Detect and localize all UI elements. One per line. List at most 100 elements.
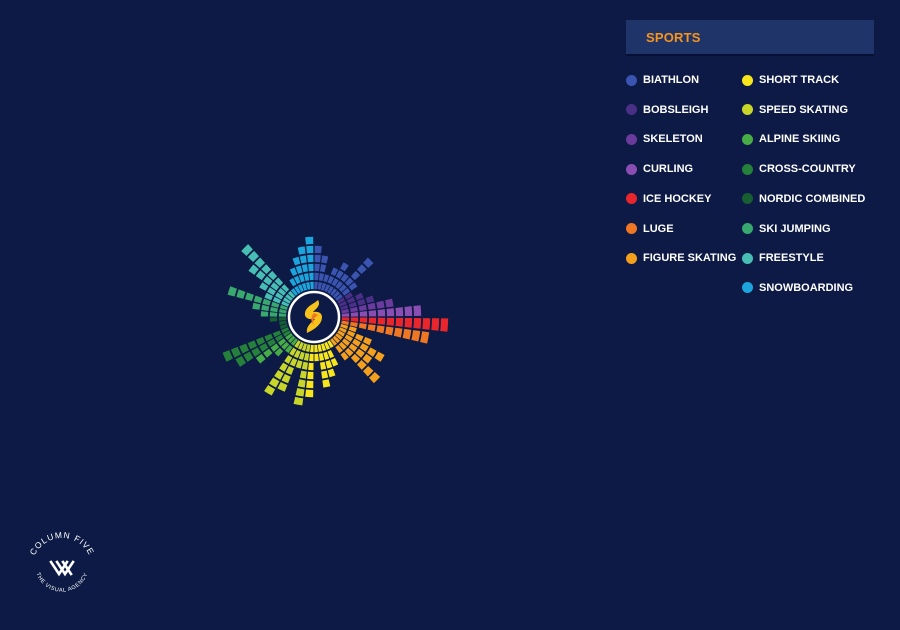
bar-segment	[348, 301, 357, 308]
bar-segment	[350, 321, 358, 328]
bar-segment	[297, 379, 306, 388]
bar-segment	[283, 330, 291, 337]
bar-segment	[318, 353, 325, 361]
bar-segment	[440, 318, 449, 332]
bar-segment	[350, 317, 359, 322]
bar-segment	[344, 347, 354, 357]
bar-segment	[278, 317, 287, 321]
bar-segment	[348, 343, 358, 352]
bar-segment	[264, 292, 274, 301]
bar-segment	[367, 324, 376, 332]
bar-segment	[289, 357, 298, 367]
legend-swatch	[626, 223, 637, 234]
bar-segment	[340, 351, 349, 361]
bar-segment	[402, 328, 412, 340]
bar-segment	[293, 275, 301, 285]
bar-segment	[323, 351, 330, 360]
legend-label: FIGURE SKATING	[643, 252, 737, 265]
bar-segment	[320, 361, 327, 370]
bar-segment	[259, 343, 269, 352]
bar-segment	[264, 384, 276, 396]
legend-swatch	[626, 193, 637, 205]
bar-segment	[298, 274, 305, 283]
legend-swatch	[626, 133, 637, 145]
bar-segment	[314, 281, 318, 290]
bar-segment	[248, 264, 259, 275]
bar-segment	[279, 320, 287, 326]
bar-segment	[290, 338, 298, 346]
legend-item: SNOWBOARDING	[742, 282, 853, 294]
bar-segment	[357, 298, 366, 306]
bar-segment	[332, 335, 341, 344]
bar-segment	[271, 301, 280, 308]
bar-segment	[303, 353, 310, 361]
bar-segment	[354, 292, 364, 301]
bar-segment	[285, 333, 293, 341]
bar-segment	[241, 244, 253, 256]
bar-segment	[230, 346, 241, 358]
bar-segment	[297, 246, 306, 255]
bar-segment	[289, 267, 298, 277]
bar-segment	[325, 360, 333, 369]
bar-segment	[341, 320, 349, 326]
bar-segment	[386, 317, 395, 326]
bar-segment	[297, 341, 304, 350]
legend-item: CURLING	[626, 163, 693, 175]
bar-segment	[335, 270, 344, 279]
bar-segment	[274, 277, 284, 287]
bar-segment	[263, 276, 273, 286]
bar-segment	[281, 284, 290, 293]
bar-segment	[368, 317, 377, 324]
bar-segment	[239, 343, 250, 354]
radial-chart	[222, 236, 449, 406]
bar-segment	[305, 344, 311, 352]
bar-segment	[267, 270, 278, 281]
bar-segment	[327, 286, 334, 294]
bar-segment	[251, 347, 261, 357]
bar-segment	[341, 313, 350, 317]
bar-segment	[341, 338, 351, 346]
bar-segment	[330, 267, 339, 277]
bar-segment	[262, 298, 271, 306]
bar-segment	[338, 341, 347, 350]
bar-segment	[279, 323, 288, 330]
bar-segment	[374, 351, 385, 362]
legend-item: ALPINE SKIING	[742, 133, 840, 145]
bar-segment	[393, 327, 403, 338]
legend-swatch	[742, 252, 753, 264]
legend-label: BIATHLON	[643, 74, 700, 86]
legend-label: SNOWBOARDING	[759, 281, 854, 294]
bar-segment	[301, 343, 308, 352]
legend-swatch	[626, 104, 637, 116]
bar-segment	[301, 282, 308, 291]
bar-segment	[305, 236, 314, 245]
bar-segment	[314, 254, 321, 263]
bar-segment	[275, 292, 284, 300]
bar-segment	[267, 338, 276, 347]
bar-segment	[341, 317, 350, 321]
bar-segment	[320, 282, 327, 291]
bar-segment	[332, 290, 341, 299]
bar-segment	[320, 343, 327, 352]
bar-segment	[340, 273, 349, 283]
bar-segment	[277, 381, 288, 392]
bar-segment	[367, 347, 377, 357]
bar-segment	[295, 360, 303, 369]
bar-segment	[281, 327, 290, 334]
legend-label: SKELETON	[643, 133, 703, 146]
bar-segment	[267, 287, 276, 296]
legend-item: SPEED SKATING	[742, 104, 848, 116]
bar-segment	[348, 326, 357, 333]
bar-segment	[318, 273, 325, 281]
bar-segment	[411, 330, 421, 342]
bar-segment	[305, 389, 314, 398]
bar-segment	[337, 297, 345, 304]
bar-segment	[279, 304, 288, 311]
bar-segment	[295, 388, 305, 397]
bar-segment	[377, 309, 386, 317]
bar-segment	[235, 355, 247, 367]
bar-segment	[264, 333, 274, 342]
legend-item: SHORT TRACK	[742, 74, 839, 86]
bar-segment	[337, 330, 345, 337]
bar-segment	[314, 344, 318, 353]
